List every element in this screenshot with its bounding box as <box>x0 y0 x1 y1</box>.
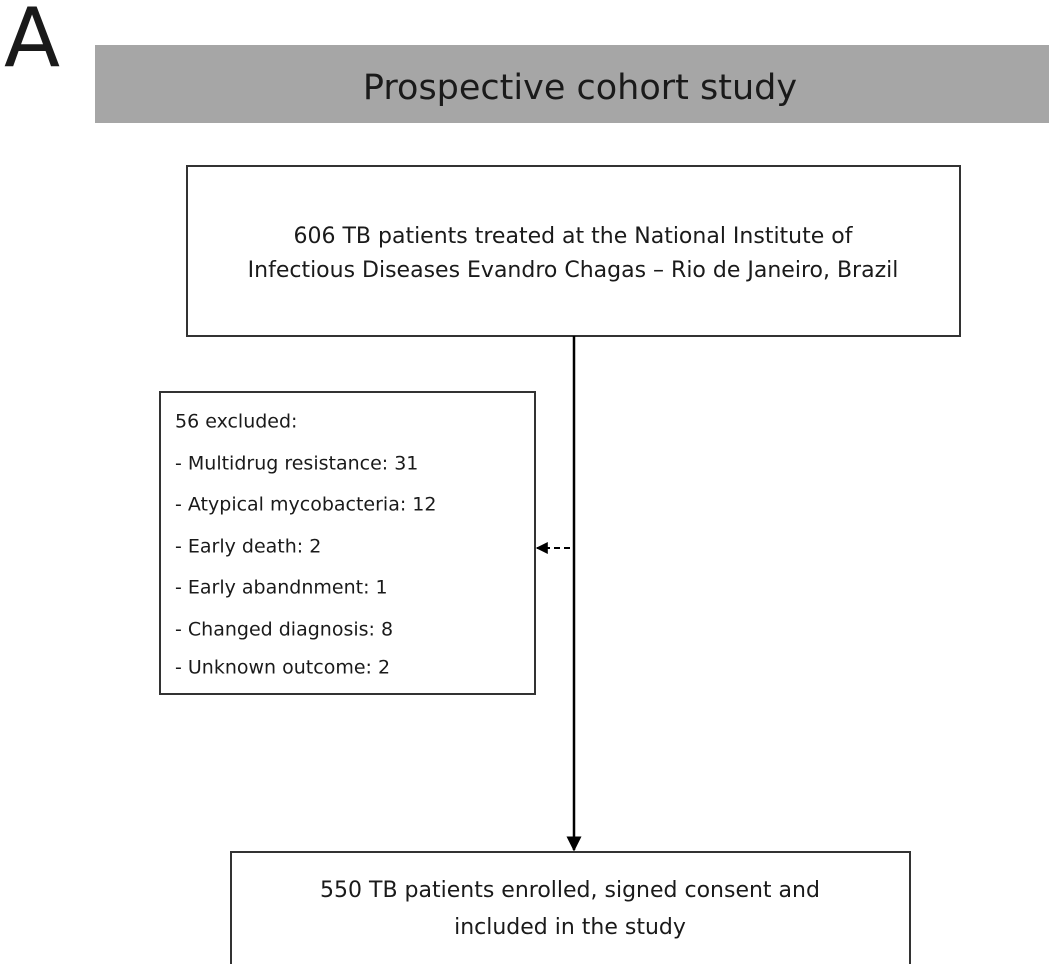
node-text: included in the study <box>454 915 686 940</box>
node-text: 606 TB patients treated at the National … <box>293 224 853 249</box>
excluded-line: - Early death: 2 <box>175 536 321 558</box>
header-banner <box>95 45 1049 123</box>
enrolled-box <box>230 851 911 964</box>
node-text: 550 TB patients enrolled, signed consent… <box>320 878 820 903</box>
node-text: Infectious Diseases Evandro Chagas – Rio… <box>248 258 899 283</box>
excluded-line: - Unknown outcome: 2 <box>175 657 390 679</box>
header-title: Prospective cohort study <box>363 68 797 108</box>
excluded-box <box>159 391 536 695</box>
excluded-line: - Changed diagnosis: 8 <box>175 619 393 641</box>
excluded-line: - Atypical mycobacteria: 12 <box>175 494 436 516</box>
excluded-line: 56 excluded: <box>175 411 297 433</box>
panel-label: A <box>4 0 60 86</box>
excluded-line: - Multidrug resistance: 31 <box>175 453 418 475</box>
source-box <box>186 165 961 337</box>
excluded-line: - Early abandnment: 1 <box>175 577 388 599</box>
